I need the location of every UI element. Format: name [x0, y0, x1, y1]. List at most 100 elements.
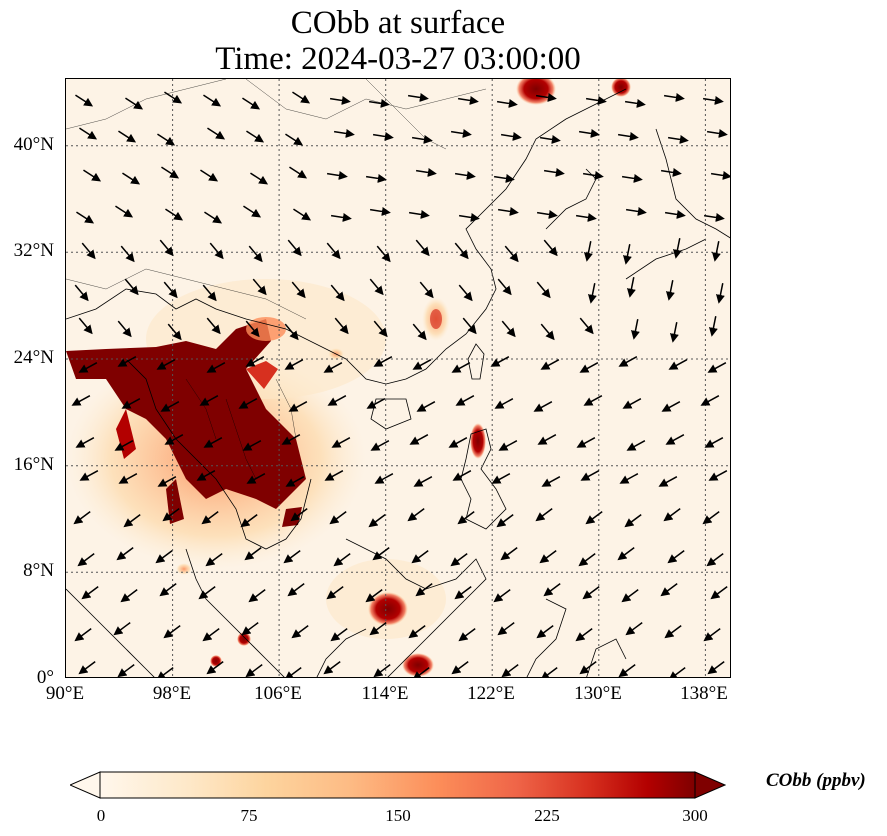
wind-arrow: [458, 284, 473, 302]
wind-arrow: [209, 242, 224, 260]
wind-arrow: [493, 173, 515, 183]
wind-arrow: [409, 434, 429, 445]
wind-arrow: [293, 208, 312, 221]
lat-tick-label: 32°N: [13, 240, 54, 261]
wind-arrow: [490, 356, 510, 367]
wind-arrow: [196, 470, 216, 481]
lon-tick-label: 138°E: [680, 683, 728, 704]
lon-tick-label: 98°E: [152, 683, 192, 704]
wind-arrow: [624, 98, 646, 108]
wind-arrow: [157, 133, 176, 146]
wind-arrow: [157, 476, 177, 487]
wind-arrow: [198, 586, 216, 600]
wind-arrow: [323, 660, 341, 675]
wind-arrow: [117, 663, 135, 677]
wind-arrow: [241, 621, 259, 636]
wind-arrow: [281, 434, 301, 445]
wind-arrow: [665, 434, 685, 445]
wind-arrow: [715, 283, 725, 304]
wind-arrow: [660, 583, 678, 597]
wind-arrow: [450, 128, 472, 138]
wind-arrow: [458, 212, 480, 222]
wind-arrow: [415, 239, 430, 257]
wind-arrow: [579, 317, 594, 335]
wind-arrow: [372, 547, 390, 561]
lat-tick-label: 24°N: [13, 347, 54, 368]
wind-arrow: [491, 473, 511, 484]
wind-arrow: [75, 94, 94, 107]
wind-arrow: [668, 359, 688, 370]
colorbar-gradient: [99, 771, 696, 799]
wind-arrow: [622, 398, 642, 409]
wind-arrow: [497, 206, 519, 216]
wind-arrow: [284, 323, 299, 341]
wind-arrow: [287, 583, 305, 597]
wind-arrow: [291, 624, 309, 639]
wind-arrow: [630, 319, 640, 340]
wind-arrow: [665, 280, 675, 301]
wind-arrow: [617, 547, 635, 561]
wind-arrow: [202, 284, 217, 302]
wind-arrow: [74, 627, 92, 642]
wind-arrow: [71, 395, 91, 406]
wind-arrow: [702, 511, 720, 525]
wind-arrow: [663, 92, 685, 102]
wind-arrow: [333, 128, 355, 138]
wind-arrow: [413, 476, 433, 487]
wind-arrow: [123, 514, 141, 528]
wind-arrow: [625, 621, 643, 636]
wind-arrow: [669, 322, 679, 343]
wind-arrow: [365, 589, 383, 603]
wind-arrow: [73, 511, 91, 525]
lon-tick-label: 90°E: [45, 683, 85, 704]
lat-tick-label: 8°N: [23, 560, 54, 581]
colorbar-tick-label: 0: [96, 806, 106, 825]
wind-arrow: [284, 666, 302, 677]
wind-arrow: [668, 666, 686, 677]
wind-arrow: [412, 359, 432, 370]
wind-arrow: [583, 395, 603, 406]
wind-arrow: [541, 476, 561, 487]
wind-arrow: [81, 242, 96, 260]
wind-arrow: [703, 627, 721, 642]
wind-arrow: [408, 209, 430, 219]
wind-arrow: [497, 278, 512, 296]
wind-arrow: [575, 627, 593, 642]
wind-arrow: [540, 323, 555, 341]
wind-arrow: [368, 514, 386, 528]
wind-arrow: [366, 398, 386, 409]
wind-arrow: [493, 589, 511, 603]
wind-arrow: [448, 437, 468, 448]
wind-arrow: [369, 621, 387, 636]
wind-arrow: [664, 209, 686, 219]
wind-arrow: [533, 401, 553, 412]
colorbar-tick-label: 300: [682, 806, 708, 825]
wind-arrow: [457, 511, 475, 525]
wind-arrow: [242, 440, 262, 451]
wind-arrow: [622, 244, 632, 265]
wind-arrow: [667, 550, 685, 564]
wind-arrow: [203, 437, 223, 448]
wind-arrow: [407, 508, 425, 522]
cobb-field: [66, 79, 631, 677]
wind-arrow: [115, 205, 134, 218]
lon-tick-label: 114°E: [361, 683, 409, 704]
wind-arrow: [206, 362, 226, 373]
wind-arrow: [703, 212, 725, 222]
map-plot-area[interactable]: [65, 78, 731, 678]
lat-tick-label: 16°N: [13, 454, 54, 475]
wind-arrow: [159, 239, 174, 257]
colorbar-tick-label: 225: [534, 806, 560, 825]
wind-arrow: [585, 95, 607, 105]
wind-arrow: [292, 91, 311, 104]
wind-arrow: [407, 92, 429, 102]
wind-arrow: [331, 437, 351, 448]
wind-arrow: [711, 241, 721, 262]
wind-arrow: [285, 133, 304, 146]
wind-arrow: [368, 98, 390, 108]
wind-arrow: [494, 398, 514, 409]
wind-arrow: [203, 94, 222, 107]
wind-arrow: [708, 316, 718, 337]
wind-arrow: [285, 476, 305, 487]
wind-arrow: [580, 470, 600, 481]
